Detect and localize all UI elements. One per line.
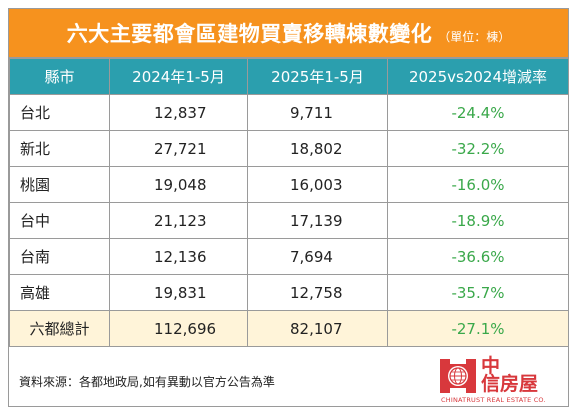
cell-2024: 12,136 xyxy=(109,238,248,275)
cell-change: -35.7% xyxy=(387,274,569,311)
table-row: 桃園 19,048 16,003 -16.0% xyxy=(9,166,569,203)
column-header-2024: 2024年1-5月 xyxy=(109,58,248,95)
table-row: 台北 12,837 9,711 -24.4% xyxy=(9,94,569,131)
cell-change: -36.6% xyxy=(387,238,569,275)
cell-city: 台中 xyxy=(9,202,110,239)
logo-english-name: CHINATRUST REAL ESTATE CO. xyxy=(441,396,546,404)
page-title: 六大主要都會區建物買賣移轉棟數變化 xyxy=(66,22,433,46)
globe-house-icon xyxy=(440,359,476,393)
unit-label: （單位：棟） xyxy=(438,29,511,44)
column-header-2025: 2025年1-5月 xyxy=(247,58,388,95)
cell-2025: 17,139 xyxy=(247,202,388,239)
company-logo: 中 信房屋 CHINATRUST REAL ESTATE CO. xyxy=(439,355,564,404)
cell-city: 台南 xyxy=(9,238,110,275)
cell-2025: 18,802 xyxy=(247,130,388,167)
cell-2024: 27,721 xyxy=(109,130,248,167)
cell-2025: 9,711 xyxy=(247,94,388,131)
cell-change: -24.4% xyxy=(387,94,569,131)
cell-change: -16.0% xyxy=(387,166,569,203)
cell-2025: 16,003 xyxy=(247,166,388,203)
column-header-city: 縣市 xyxy=(9,58,110,95)
cell-city: 台北 xyxy=(9,94,110,131)
table-row: 新北 27,721 18,802 -32.2% xyxy=(9,130,569,167)
logo-line2: 信房屋 xyxy=(481,373,539,395)
cell-total-label: 六都總計 xyxy=(9,310,110,347)
logo-chinese-name: 中 信房屋 xyxy=(481,355,539,395)
cell-2024: 19,831 xyxy=(109,274,248,311)
cell-total-2025: 82,107 xyxy=(247,310,388,347)
cell-change: -18.9% xyxy=(387,202,569,239)
column-header-change: 2025vs2024增減率 xyxy=(387,58,569,95)
table-row: 台中 21,123 17,139 -18.9% xyxy=(9,202,569,239)
title-bar: 六大主要都會區建物買賣移轉棟數變化 （單位：棟） xyxy=(9,9,568,58)
cell-total-change: -27.1% xyxy=(387,310,569,347)
table-row: 台南 12,136 7,694 -36.6% xyxy=(9,238,569,275)
cell-total-2024: 112,696 xyxy=(109,310,248,347)
cell-2025: 12,758 xyxy=(247,274,388,311)
source-note: 資料來源：各都地政局,如有異動以官方公告為準 xyxy=(19,375,275,389)
cell-change: -32.2% xyxy=(387,130,569,167)
header-row: 縣市 2024年1-5月 2025年1-5月 2025vs2024增減率 xyxy=(9,58,569,95)
cell-2024: 21,123 xyxy=(109,202,248,239)
logo-line1: 中 xyxy=(481,355,501,377)
cell-city: 新北 xyxy=(9,130,110,167)
table-row: 高雄 19,831 12,758 -35.7% xyxy=(9,274,569,311)
total-row: 六都總計 112,696 82,107 -27.1% xyxy=(9,310,569,347)
cell-2024: 12,837 xyxy=(109,94,248,131)
cell-city: 桃園 xyxy=(9,166,110,203)
data-table: 縣市 2024年1-5月 2025年1-5月 2025vs2024增減率 台北 … xyxy=(9,58,569,347)
cell-2025: 7,694 xyxy=(247,238,388,275)
cell-2024: 19,048 xyxy=(109,166,248,203)
cell-city: 高雄 xyxy=(9,274,110,311)
table-frame: 六大主要都會區建物買賣移轉棟數變化 （單位：棟） 縣市 2024年1-5月 20… xyxy=(8,8,569,407)
